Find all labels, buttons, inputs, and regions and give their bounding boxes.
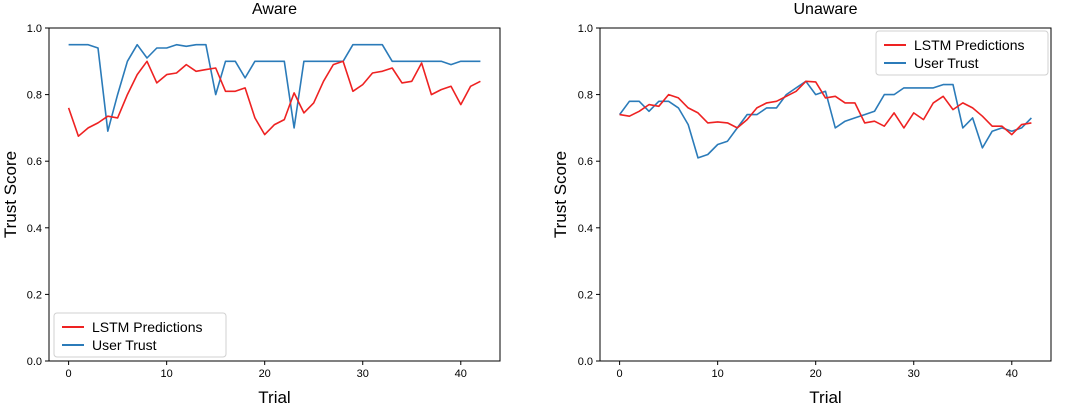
x-tick-label: 10 — [161, 368, 173, 380]
legend: LSTM Predictions User Trust — [53, 312, 227, 358]
x-axis-title: Trial — [809, 388, 841, 406]
y-tick-label: 0.6 — [27, 156, 42, 168]
legend-box — [875, 30, 1049, 76]
aware-panel: Aware 0.0 0.2 0.4 0.6 0.8 1.0 0 10 20 30 40 Trial Tru… — [1, 1, 501, 406]
legend-label: User Trust — [92, 337, 157, 353]
chart-title: Unaware — [793, 1, 857, 18]
legend-box — [53, 312, 227, 358]
lstm-predictions-line — [619, 80, 1032, 136]
x-tick-label: 20 — [259, 368, 271, 380]
y-tick-label: 0.2 — [27, 289, 42, 301]
y-tick-label: 1.0 — [27, 23, 42, 35]
x-tick-label: 40 — [455, 368, 467, 380]
legend-label: LSTM Predictions — [92, 319, 202, 335]
legend-label: User Trust — [914, 55, 979, 71]
plot-frame — [599, 27, 1052, 362]
y-axis-title: Trust Score — [551, 151, 570, 238]
y-tick-label: 0.2 — [578, 289, 593, 301]
user-trust-line — [618, 80, 1032, 159]
x-axis-title: Trial — [258, 388, 290, 406]
chart-title: Aware — [252, 1, 297, 18]
y-tick-label: 0.4 — [578, 223, 593, 235]
y-tick-label: 0.0 — [578, 356, 593, 368]
x-tick-label: 20 — [810, 368, 822, 380]
unaware-panel: Unaware 0.0 0.2 0.4 0.6 0.8 1.0 0 10 20 30 40 Trial T… — [551, 1, 1052, 406]
x-tick-label: 30 — [357, 368, 369, 380]
legend-label: LSTM Predictions — [914, 37, 1024, 53]
y-axis-title: Trust Score — [1, 151, 20, 238]
y-tick-label: 0.8 — [578, 90, 593, 102]
y-tick-label: 1.0 — [578, 23, 593, 35]
x-tick-label: 0 — [66, 368, 72, 380]
y-tick-label: 0.0 — [27, 356, 42, 368]
plot-frame — [48, 27, 501, 362]
y-tick-label: 0.6 — [578, 156, 593, 168]
x-tick-label: 0 — [617, 368, 623, 380]
user-trust-line — [68, 43, 481, 132]
y-tick-label: 0.4 — [27, 223, 42, 235]
y-tick-label: 0.8 — [27, 90, 42, 102]
legend: LSTM Predictions User Trust — [875, 30, 1049, 76]
x-tick-label: 10 — [712, 368, 724, 380]
lstm-predictions-line — [67, 60, 481, 137]
x-tick-label: 40 — [1006, 368, 1018, 380]
x-tick-label: 30 — [908, 368, 920, 380]
